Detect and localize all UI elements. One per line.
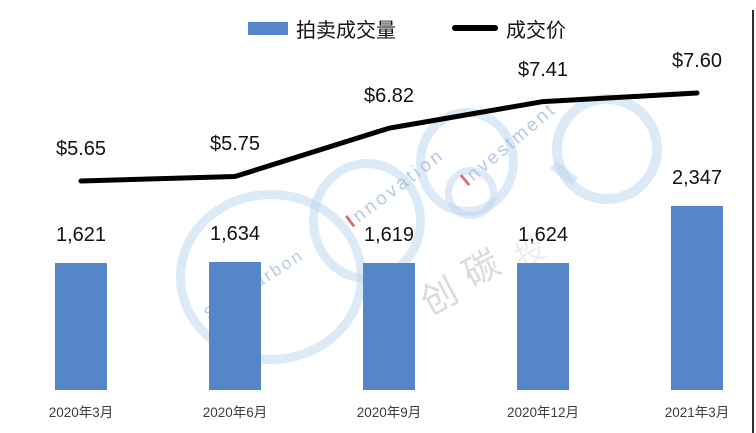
legend-bar-swatch-icon: [248, 21, 288, 35]
legend-label-volume: 拍卖成交量: [296, 19, 396, 42]
bar: [671, 206, 723, 390]
price-value-label: $6.82: [363, 85, 415, 108]
bar-value-label: 1,621: [55, 223, 107, 246]
bar: [55, 262, 107, 390]
right-edge-line: [752, 10, 754, 433]
legend-item-price: 成交价: [452, 14, 566, 42]
price-value-label: $7.41: [517, 58, 569, 81]
bar: [517, 262, 569, 390]
x-axis-label: 2020年12月: [506, 405, 580, 420]
bar-value-label: 1,624: [517, 223, 569, 246]
x-axis-label: 2020年9月: [356, 405, 422, 420]
x-axis-label: 2021年3月: [664, 405, 730, 420]
bar-value-label: 2,347: [671, 167, 723, 189]
x-axis-label: 2020年3月: [48, 405, 114, 420]
legend-item-volume: 拍卖成交量: [248, 14, 396, 42]
price-value-label: $5.75: [209, 133, 261, 156]
legend-line-swatch-icon: [452, 25, 498, 31]
price-value-label: $5.65: [55, 138, 107, 160]
bar: [209, 261, 261, 390]
bar-value-label: 1,619: [363, 224, 415, 247]
legend-label-price: 成交价: [506, 19, 566, 42]
bar: [363, 263, 415, 390]
bar-value-label: 1,634: [209, 222, 261, 245]
x-axis-label: 2020年6月: [202, 405, 268, 420]
price-value-label: $7.60: [671, 50, 723, 72]
